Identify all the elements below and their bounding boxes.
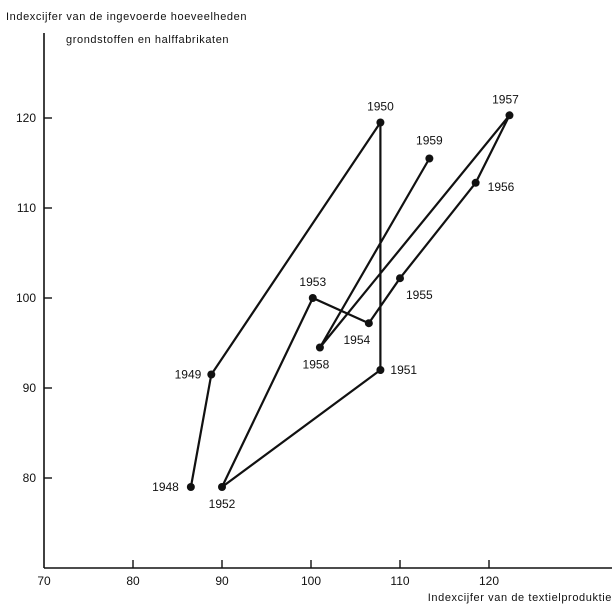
point-label-1955: 1955 bbox=[406, 288, 433, 302]
point-label-1956: 1956 bbox=[488, 180, 515, 194]
data-point-1955 bbox=[396, 274, 404, 283]
point-labels: 1948 1949 1950 1951 1952 1953 1954 1955 1956 1957… bbox=[152, 92, 519, 511]
point-label-1950: 1950 bbox=[367, 100, 394, 114]
data-point-1950 bbox=[376, 118, 385, 127]
series bbox=[189, 114, 511, 488]
origin-tick-label: 70 bbox=[37, 574, 51, 588]
data-point-1951 bbox=[376, 366, 385, 374]
x-axis-title: Indexcijfer van de textielproduktie bbox=[428, 592, 612, 604]
point-label-1948: 1948 bbox=[152, 480, 179, 494]
data-point-1953 bbox=[308, 294, 317, 302]
data-point-1957 bbox=[505, 111, 514, 120]
y-axis-title-line-2: grondstoffen en halffabrikaten bbox=[66, 34, 229, 46]
y-tick-label-90: 90 bbox=[23, 381, 37, 395]
x-tick-label-100: 100 bbox=[301, 574, 321, 588]
points bbox=[186, 111, 514, 491]
data-point-1954 bbox=[364, 319, 373, 328]
series-line bbox=[189, 114, 511, 488]
x-tick-label-110: 110 bbox=[390, 574, 409, 588]
point-label-1953: 1953 bbox=[299, 275, 326, 289]
y-tick-label-80: 80 bbox=[23, 471, 37, 485]
point-label-1957: 1957 bbox=[492, 92, 519, 106]
point-label-1959: 1959 bbox=[416, 134, 443, 148]
point-label-1951: 1951 bbox=[390, 363, 417, 377]
data-point-1959 bbox=[425, 154, 434, 163]
axes: Indexcijfer van de ingevoerde hoeveelhed… bbox=[6, 11, 612, 604]
data-point-1952 bbox=[218, 483, 226, 491]
x-tick-label-80: 80 bbox=[126, 574, 140, 588]
point-label-1949: 1949 bbox=[175, 368, 202, 382]
data-point-1956 bbox=[471, 178, 480, 187]
y-tick-label-100: 100 bbox=[16, 291, 36, 305]
point-label-1958: 1958 bbox=[303, 358, 330, 372]
point-label-1954: 1954 bbox=[343, 333, 370, 347]
x-tick-label-120: 120 bbox=[479, 574, 499, 588]
data-point-1948 bbox=[186, 483, 195, 491]
data-point-1958 bbox=[315, 343, 324, 352]
x-tick-label-90: 90 bbox=[215, 574, 229, 588]
y-axis-title-line-1: Indexcijfer van de ingevoerde hoeveelhed… bbox=[6, 11, 247, 23]
data-point-1949 bbox=[207, 370, 216, 379]
ticks: 80 90 100 110 120 80 90 100 110 120 bbox=[16, 111, 499, 588]
point-label-1952: 1952 bbox=[209, 497, 236, 511]
y-tick-label-120: 120 bbox=[16, 111, 36, 125]
y-tick-label-110: 110 bbox=[17, 201, 36, 215]
